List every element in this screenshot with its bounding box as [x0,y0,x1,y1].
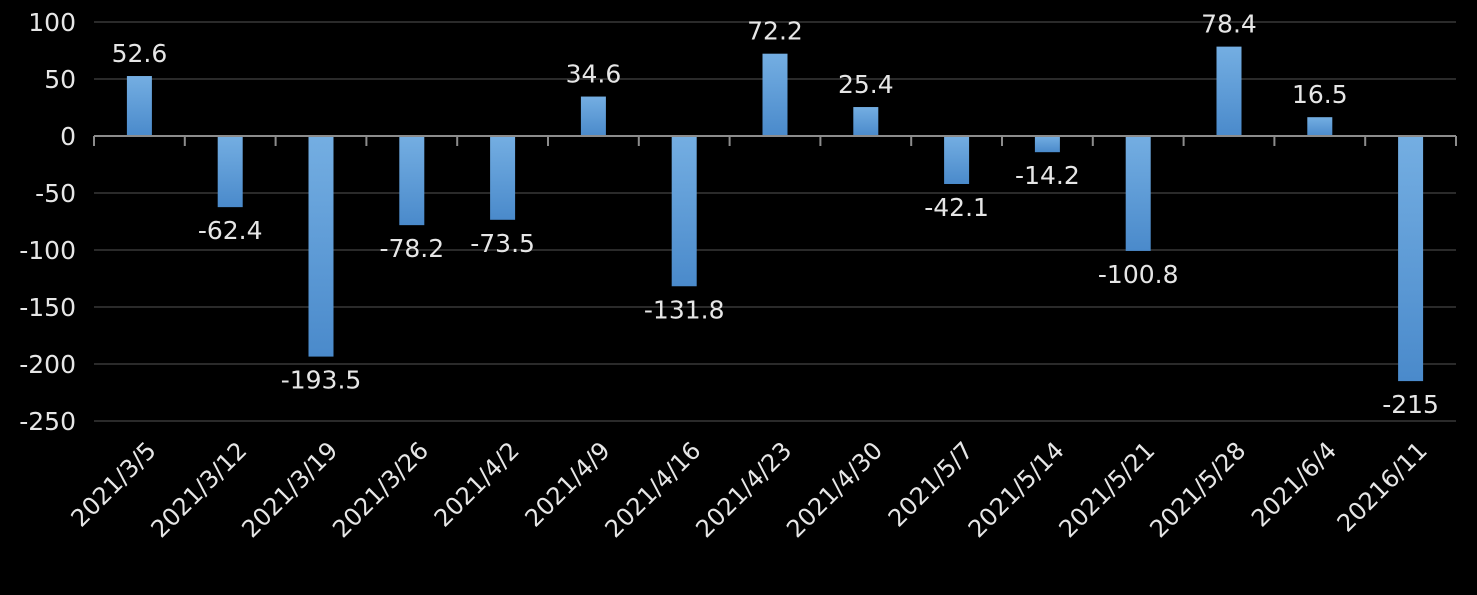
bars [126,46,1424,382]
x-axis [93,135,1457,146]
data-label: 16.5 [1292,80,1348,109]
x-tick-label: 2021/5/21 [1054,436,1161,543]
bar [1216,46,1242,136]
bar [126,76,152,136]
x-tick-label: 2021/3/12 [146,436,253,543]
x-tick-label: 2021/5/7 [883,436,979,532]
bar [1125,136,1151,251]
x-tick-labels: 2021/3/52021/3/122021/3/192021/3/262021/… [66,436,1433,543]
bar [1307,117,1333,136]
data-label: -193.5 [281,366,362,395]
data-label: 78.4 [1201,10,1257,39]
y-tick-label: -250 [19,407,76,436]
data-label: 25.4 [838,70,894,99]
bar [853,107,879,136]
y-tick-label: -50 [35,179,76,208]
data-label: -131.8 [644,295,725,324]
data-label: -14.2 [1015,161,1080,190]
y-tick-label: 100 [28,8,76,37]
data-label: 52.6 [112,39,168,68]
x-tick-label: 2021/4/16 [600,436,707,543]
x-tick-label: 2021/6/4 [1246,436,1342,532]
x-tick-label: 2021/3/19 [236,436,343,543]
data-label: -62.4 [198,216,263,245]
x-tick-label: 2021/4/23 [690,436,797,543]
data-label: -215 [1382,390,1439,419]
data-label: -100.8 [1098,260,1179,289]
x-tick-label: 2021/4/9 [520,436,616,532]
data-labels: 52.6 -62.4 -193.5 -78.2 -73.5 34.6 -131.8 72.2 2… [112,10,1439,419]
y-tick-label: -100 [19,236,76,265]
y-tick-label: -150 [19,293,76,322]
x-tick-label: 2021/5/28 [1144,436,1251,543]
bar [308,136,334,357]
bar [580,96,606,136]
y-axis: 100 50 0 -50 -100 -150 -200 -250 [19,8,76,436]
y-tick-label: -200 [19,350,76,379]
x-tick-label: 2021/5/14 [963,436,1070,543]
bar [1398,136,1424,382]
bar [490,136,516,220]
x-tick-label: 2021/4/2 [429,436,525,532]
x-tick-label: 2021/3/5 [66,436,162,532]
data-label: -78.2 [379,234,444,263]
bar [399,136,425,226]
data-label: -73.5 [470,229,535,258]
data-label: -42.1 [924,193,989,222]
bar [944,136,970,184]
bar [671,136,697,287]
x-tick-label: 20216/11 [1332,436,1433,537]
y-tick-label: 0 [60,122,76,151]
bar [762,53,788,136]
data-label: 34.6 [566,60,622,89]
data-label: 72.2 [747,17,803,46]
x-tick-label: 2021/4/30 [781,436,888,543]
x-tick-label: 2021/3/26 [327,436,434,543]
y-tick-label: 50 [44,65,76,94]
bar [1034,136,1060,153]
bar [217,136,243,208]
